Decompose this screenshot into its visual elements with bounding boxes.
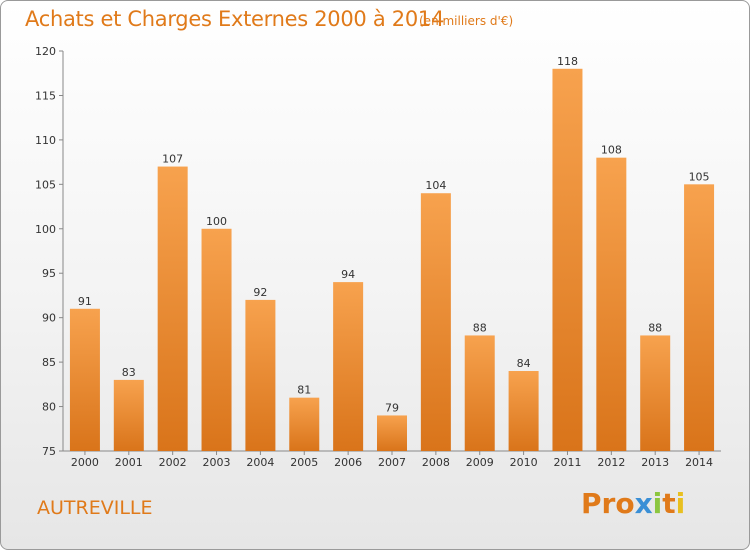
y-tick-label: 90 (42, 312, 56, 325)
bar-2005 (289, 397, 320, 451)
logo-letter: i (652, 487, 663, 520)
data-label-2002: 107 (162, 153, 183, 166)
bar-2000 (69, 308, 100, 451)
y-tick-label: 115 (35, 89, 56, 102)
logo-letter: t (662, 487, 676, 520)
proxiti-logo: Proxiti (581, 487, 685, 520)
bar-2009 (464, 335, 495, 451)
y-tick-label: 120 (35, 45, 56, 58)
x-tick-label: 2012 (597, 456, 625, 469)
chart-title: Achats et Charges Externes 2000 à 2014 (25, 7, 445, 31)
bar-2007 (377, 415, 407, 451)
bar-2006 (333, 282, 364, 451)
x-tick-label: 2011 (553, 456, 581, 469)
bar-2010 (508, 371, 539, 451)
data-label-2012: 108 (601, 144, 622, 157)
data-label-2009: 88 (473, 321, 487, 334)
x-tick-label: 2003 (203, 456, 231, 469)
bar-2002 (157, 166, 188, 452)
logo-letter: x (634, 487, 653, 520)
data-label-2013: 88 (648, 321, 662, 334)
y-tick-label: 100 (35, 223, 56, 236)
x-tick-label: 2008 (422, 456, 450, 469)
x-tick-label: 2013 (641, 456, 669, 469)
y-tick-label: 75 (42, 445, 56, 458)
x-tick-label: 2006 (334, 456, 362, 469)
logo-letter: i (675, 487, 686, 520)
x-tick-label: 2014 (685, 456, 713, 469)
logo-letter: r (601, 487, 616, 520)
x-tick-label: 2005 (290, 456, 318, 469)
x-tick-label: 2007 (378, 456, 406, 469)
y-tick-label: 95 (42, 267, 56, 280)
town-name: AUTREVILLE (37, 497, 153, 519)
y-tick-label: 105 (35, 178, 56, 191)
data-label-2001: 83 (122, 366, 136, 379)
y-tick-label: 80 (42, 401, 56, 414)
bar-2008 (420, 193, 451, 451)
bar-2003 (201, 228, 232, 451)
data-label-2008: 104 (425, 179, 446, 192)
y-tick-label: 110 (35, 134, 56, 147)
bar-2013 (640, 335, 671, 451)
x-tick-label: 2010 (510, 456, 538, 469)
data-label-2005: 81 (297, 384, 311, 397)
bar-2004 (245, 299, 276, 451)
logo-letter: o (615, 487, 635, 520)
data-label-2014: 105 (689, 170, 710, 183)
data-label-2007: 79 (385, 401, 399, 414)
x-tick-label: 2000 (71, 456, 99, 469)
data-label-2004: 92 (253, 286, 267, 299)
x-tick-label: 2009 (466, 456, 494, 469)
chart-subtitle: (en milliers d'€) (419, 14, 514, 28)
bar-2011 (552, 68, 583, 452)
x-tick-label: 2001 (115, 456, 143, 469)
bar-2012 (596, 157, 627, 451)
data-label-2011: 118 (557, 55, 578, 68)
bar-2014 (684, 184, 715, 452)
data-label-2006: 94 (341, 268, 355, 281)
bar-2001 (113, 379, 144, 451)
logo-letter: P (581, 487, 602, 520)
data-label-2003: 100 (206, 215, 227, 228)
x-tick-label: 2002 (159, 456, 187, 469)
y-tick-label: 85 (42, 356, 56, 369)
data-label-2000: 91 (78, 295, 92, 308)
data-label-2010: 84 (517, 357, 531, 370)
x-tick-label: 2004 (246, 456, 274, 469)
